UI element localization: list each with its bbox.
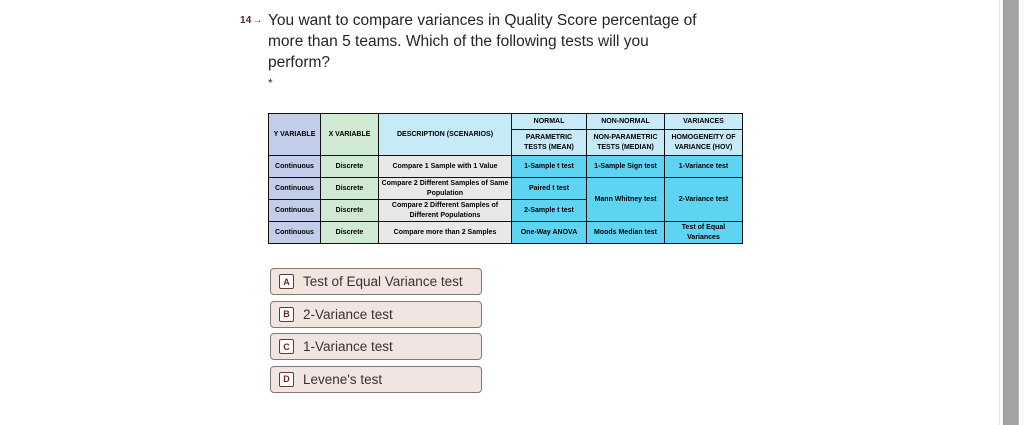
table-subheader-parametric: PARAMETRIC TESTS (MEAN) <box>511 129 587 156</box>
question-line: perform? <box>268 54 331 71</box>
option-a-letter-chip: A <box>279 274 294 289</box>
option-b-label: 2-Variance test <box>303 306 393 322</box>
cell-variance: 1-Variance test <box>664 155 743 178</box>
table-group-normal: NORMAL <box>511 113 587 130</box>
question-line: more than 5 teams. Which of the followin… <box>268 33 649 50</box>
table-row: Continuous Discrete Compare 1 Sample wit… <box>268 155 743 178</box>
cell-nonparametric: Mann Whitney test <box>586 177 665 222</box>
cell-desc: Compare 2 Different Samples of Different… <box>378 199 512 222</box>
table-header-y-variable: Y VARIABLE <box>268 113 321 156</box>
option-c-letter-chip: C <box>279 339 294 354</box>
cell-desc: Compare 1 Sample with 1 Value <box>378 155 512 178</box>
table-subheader-nonparametric: NON-PARAMETRIC TESTS (MEDIAN) <box>586 129 665 156</box>
cell-y: Continuous <box>268 199 321 222</box>
question-text: You want to compare variances in Quality… <box>268 10 748 73</box>
table-row: Continuous Discrete Compare more than 2 … <box>268 221 743 244</box>
arrow-icon: → <box>252 15 263 26</box>
cell-x: Discrete <box>320 155 379 178</box>
option-a-label: Test of Equal Variance test <box>303 274 463 289</box>
option-b-letter-chip: B <box>279 306 294 322</box>
question-line: You want to compare variances in Quality… <box>268 12 697 29</box>
table-group-variances: VARIANCES <box>664 113 743 130</box>
option-d[interactable]: D Levene's test <box>270 365 482 393</box>
scrollbar-thumb[interactable] <box>1003 0 1019 425</box>
cell-y: Continuous <box>268 155 321 178</box>
table-subheader-hov: HOMOGENEITY OF VARIANCE (HOV) <box>664 129 743 156</box>
cell-y: Continuous <box>268 177 321 200</box>
cell-nonparametric: 1-Sample Sign test <box>586 155 665 178</box>
table-header-x-variable: X VARIABLE <box>320 113 379 156</box>
table-group-non-normal: NON-NORMAL <box>586 113 665 130</box>
table-row: Continuous Discrete Compare 2 Different … <box>268 177 743 222</box>
cell-parametric: Paired t test <box>511 177 587 200</box>
cell-variance: 2-Variance test <box>664 177 743 222</box>
option-d-label: Levene's test <box>303 371 383 387</box>
answer-options: A Test of Equal Variance test B 2-Varian… <box>270 268 482 398</box>
question-number: 14→ <box>240 15 263 26</box>
cell-y: Continuous <box>268 221 321 244</box>
cell-parametric: 2-Sample t test <box>511 199 587 222</box>
vertical-scrollbar[interactable] <box>999 0 1024 425</box>
cell-parametric: One-Way ANOVA <box>511 221 587 244</box>
cell-parametric: 1-Sample t test <box>511 155 587 178</box>
cell-desc: Compare more than 2 Samples <box>378 221 512 244</box>
cell-x: Discrete <box>320 199 379 222</box>
option-d-letter-chip: D <box>279 371 294 387</box>
option-b[interactable]: B 2-Variance test <box>270 300 482 328</box>
cell-variance: Test of Equal Variances <box>664 221 743 244</box>
required-asterisk: * <box>268 76 273 90</box>
option-c-label: 1-Variance test <box>303 339 393 354</box>
cell-nonparametric: Moods Median test <box>586 221 665 244</box>
cell-x: Discrete <box>320 221 379 244</box>
question-number-value: 14 <box>240 15 252 26</box>
table-header-description: DESCRIPTION (SCENARIOS) <box>378 113 512 156</box>
cell-desc: Compare 2 Different Samples of Same Popu… <box>378 177 512 200</box>
reference-table: Y VARIABLE X VARIABLE DESCRIPTION (SCENA… <box>268 113 743 244</box>
option-c[interactable]: C 1-Variance test <box>270 333 482 360</box>
option-a[interactable]: A Test of Equal Variance test <box>270 268 482 295</box>
cell-x: Discrete <box>320 177 379 200</box>
